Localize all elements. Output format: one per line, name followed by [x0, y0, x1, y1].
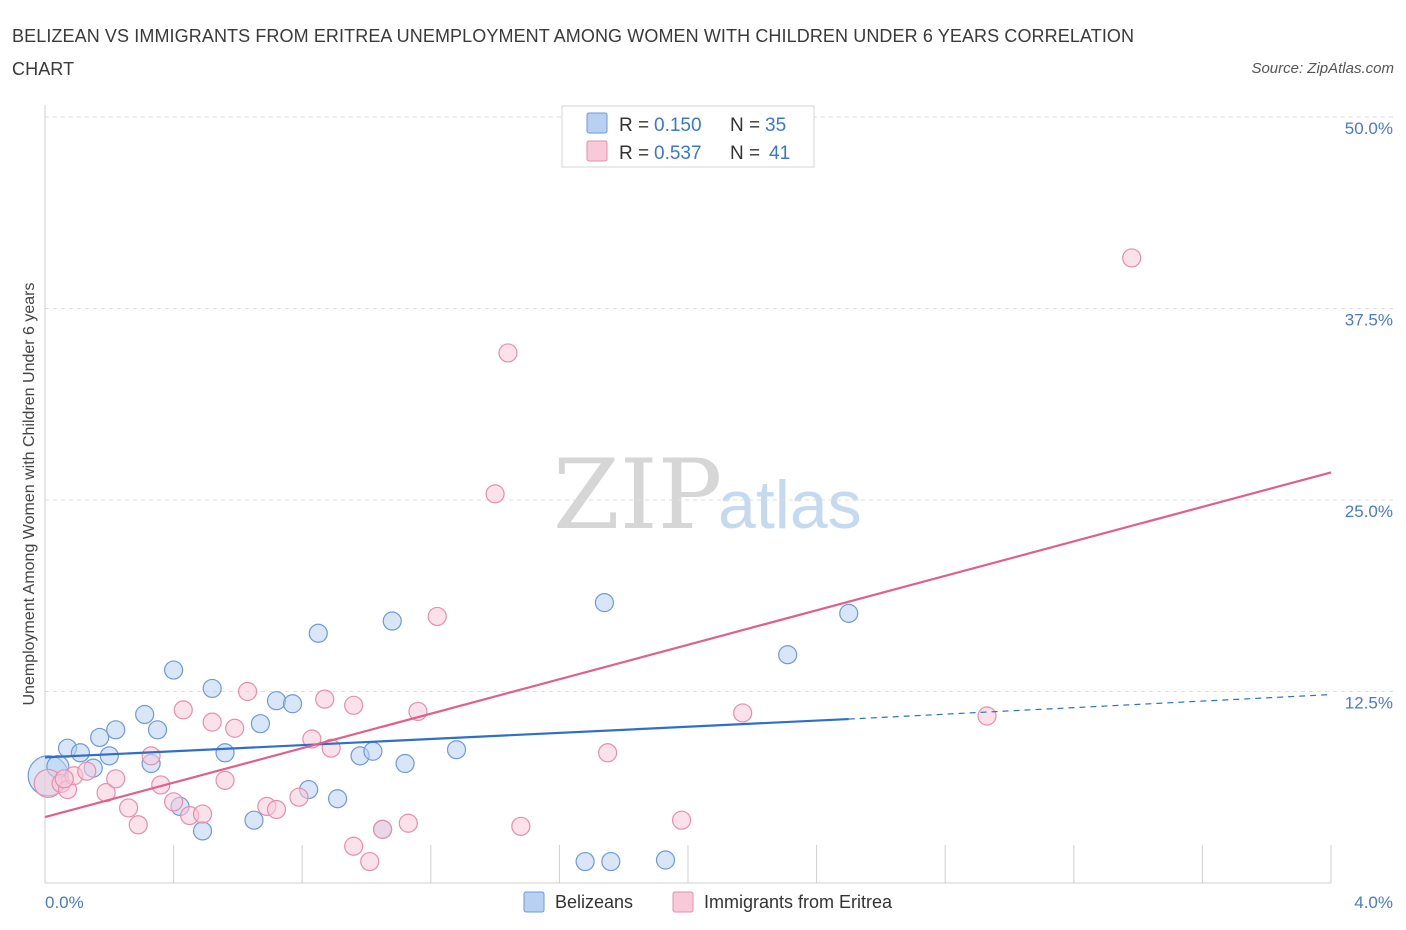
point-belizeans-17	[266, 691, 287, 711]
point-eritrea-10	[151, 775, 171, 795]
point-eritrea-8	[128, 815, 148, 835]
y-tick-label-3: 50.0%	[1345, 119, 1393, 138]
point-eritrea-9	[141, 746, 161, 766]
point-belizeans-13	[202, 678, 222, 699]
point-eritrea-32	[485, 484, 505, 504]
point-eritrea-23	[315, 689, 335, 709]
point-eritrea-18	[237, 681, 258, 702]
data-points	[27, 248, 1142, 872]
series-legend-swatch-belizeans	[523, 891, 545, 913]
gridlines	[45, 116, 1393, 692]
series-legend: Belizeans Immigrants from Eritrea	[523, 891, 893, 913]
point-belizeans-32	[778, 645, 798, 665]
point-eritrea-14	[192, 804, 213, 824]
trend-line-belizeans	[44, 717, 849, 759]
point-belizeans-9	[147, 720, 168, 740]
point-belizeans-12	[192, 821, 213, 841]
point-eritrea-6	[106, 769, 126, 789]
y-tick-labels: 12.5% 25.0% 37.5% 50.0%	[1345, 119, 1393, 713]
chart-title: BELIZEAN VS IMMIGRANTS FROM ERITREA UNEM…	[12, 26, 1135, 79]
y-axis-title: Unemployment Among Women with Children U…	[21, 282, 38, 705]
legend-r-value-eritrea: 0.537	[654, 143, 702, 164]
stats-legend: R = 0.150 N = 35 R = 0.537 N = 41	[561, 105, 815, 168]
trend-line-extension-belizeans	[848, 693, 1332, 720]
point-belizeans-21	[327, 789, 348, 809]
point-belizeans-7	[135, 704, 155, 725]
legend-r-label-eritrea: R =	[619, 143, 649, 164]
source-note: Source: ZipAtlas.com	[1251, 60, 1394, 77]
y-tick-label-1: 25.0%	[1345, 502, 1393, 521]
point-eritrea-17	[225, 718, 245, 738]
point-eritrea-25	[344, 695, 364, 715]
point-belizeans-20	[308, 623, 328, 643]
point-eritrea-26	[344, 836, 364, 856]
point-belizeans-33	[839, 603, 859, 623]
x-ticks	[173, 845, 1332, 883]
point-belizeans-10	[164, 660, 184, 680]
point-eritrea-15	[202, 712, 222, 732]
point-eritrea-39	[1122, 248, 1142, 268]
point-eritrea-4	[77, 761, 97, 781]
y-tick-label-2: 37.5%	[1345, 311, 1393, 330]
point-belizeans-27	[446, 740, 467, 760]
point-belizeans-25	[382, 611, 402, 631]
point-eritrea-35	[598, 743, 618, 763]
point-belizeans-34	[99, 746, 119, 766]
watermark-zip: ZIP	[553, 439, 722, 551]
series-legend-swatch-eritrea	[672, 891, 694, 913]
legend-n-value-eritrea: 41	[769, 143, 790, 164]
series-legend-label-belizeans: Belizeans	[555, 892, 633, 912]
legend-swatch-belizeans	[586, 112, 608, 134]
point-belizeans-28	[575, 851, 595, 872]
watermark-atlas: atlas	[718, 467, 862, 543]
point-eritrea-34	[511, 816, 531, 836]
point-belizeans-31	[655, 850, 676, 870]
point-eritrea-11	[164, 792, 184, 812]
point-belizeans-16	[250, 714, 271, 734]
point-belizeans-3	[70, 743, 90, 763]
x-tick-label-min: 0.0%	[45, 893, 84, 912]
point-belizeans-15	[244, 810, 264, 830]
point-belizeans-5	[90, 727, 110, 748]
point-eritrea-33	[498, 343, 518, 363]
point-eritrea-37	[733, 703, 753, 723]
point-eritrea-29	[398, 813, 418, 833]
point-belizeans-30	[601, 851, 621, 872]
y-tick-label-0: 12.5%	[1345, 694, 1393, 713]
point-eritrea-21	[289, 787, 309, 807]
point-eritrea-31	[427, 606, 447, 627]
point-eritrea-36	[671, 810, 692, 830]
legend-swatch-eritrea	[586, 140, 608, 162]
point-eritrea-40	[54, 769, 74, 789]
legend-r-value-belizeans: 0.150	[654, 115, 702, 136]
point-belizeans-18	[282, 694, 303, 714]
point-belizeans-26	[395, 753, 415, 774]
point-eritrea-38	[977, 706, 997, 726]
point-eritrea-28	[372, 819, 393, 839]
point-eritrea-16	[215, 770, 235, 790]
legend-n-value-belizeans: 35	[765, 115, 786, 136]
legend-n-label-eritrea: N =	[730, 143, 760, 164]
series-legend-label-eritrea: Immigrants from Eritrea	[704, 892, 893, 912]
x-tick-label-max: 4.0%	[1354, 893, 1393, 912]
point-belizeans-29	[594, 593, 615, 613]
point-belizeans-23	[363, 741, 383, 761]
point-belizeans-14	[215, 743, 235, 763]
point-eritrea-7	[118, 798, 139, 818]
legend-r-label-belizeans: R =	[619, 115, 649, 136]
watermark: ZIP atlas	[553, 439, 862, 551]
point-belizeans-6	[106, 720, 126, 740]
legend-n-label-belizeans: N =	[730, 115, 760, 136]
trend-lines	[44, 471, 1332, 819]
point-eritrea-12	[173, 700, 193, 720]
point-eritrea-20	[266, 799, 287, 820]
trend-line-eritrea	[44, 471, 1332, 819]
point-eritrea-27	[360, 851, 380, 872]
